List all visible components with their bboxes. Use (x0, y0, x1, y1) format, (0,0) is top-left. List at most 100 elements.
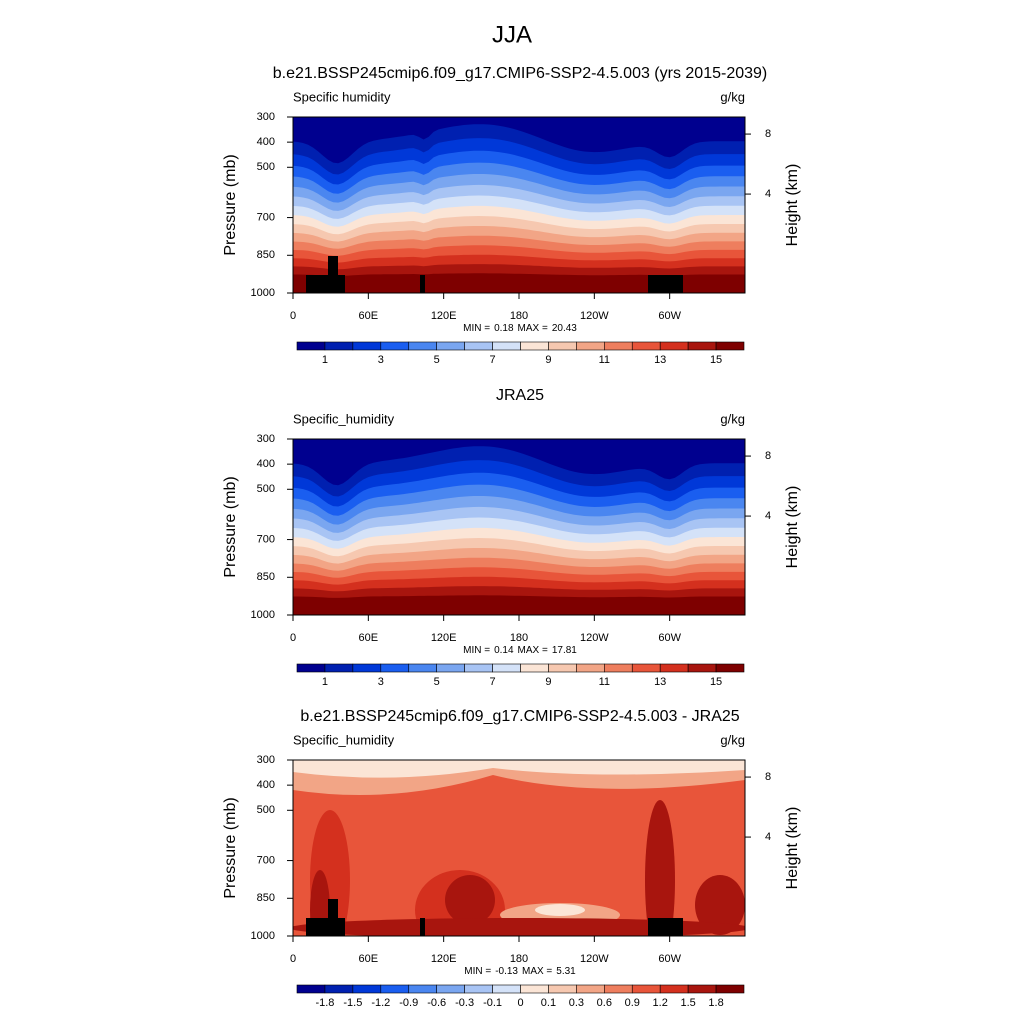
colorbar-label: 9 (545, 676, 551, 688)
colorbar-box (631, 341, 661, 351)
topography (306, 918, 345, 936)
left-string: Specific humidity (293, 89, 391, 104)
contour-band (535, 904, 585, 916)
colorbar-box (380, 984, 410, 994)
y-tick-label: 400 (257, 136, 275, 148)
colorbar-label: -1.5 (343, 997, 362, 1009)
colorbar-label: 1 (322, 676, 328, 688)
right-string: g/kg (720, 732, 745, 747)
topography (328, 899, 338, 918)
colorbar-box (687, 663, 717, 673)
colorbar-box (296, 663, 326, 673)
x-tick-label: 60E (359, 310, 379, 322)
colorbar-label: 1.2 (653, 997, 668, 1009)
colorbar-box (520, 984, 549, 994)
colorbar-box (436, 663, 465, 673)
y-tick-label: 400 (257, 458, 275, 470)
colorbar-box (715, 341, 745, 351)
colorbar-box (659, 663, 689, 673)
min-max-text: MIN = -0.13 MAX = 5.31 (464, 966, 576, 977)
x-tick-label: 60E (359, 953, 379, 965)
colorbar-box (520, 341, 549, 351)
max-value: 17.81 (552, 645, 577, 656)
colorbar-box (576, 663, 605, 673)
colorbar-label: 0.9 (625, 997, 640, 1009)
y-axis-label: Pressure (mb) (222, 476, 239, 577)
y-tick-label: 300 (257, 754, 275, 766)
colorbar-box (631, 984, 661, 994)
colorbar-box (604, 663, 633, 673)
x-tick-label: 120E (431, 953, 457, 965)
colorbar-label: -0.1 (483, 997, 502, 1009)
contour-band (293, 273, 745, 293)
x-tick-label: 120W (580, 953, 609, 965)
colorbar-label: -1.8 (315, 997, 334, 1009)
contour-field (293, 760, 745, 936)
x-tick-label: 120E (431, 632, 457, 644)
colorbar-box (296, 984, 326, 994)
x-tick-label: 60W (658, 953, 681, 965)
colorbar-box (576, 984, 605, 994)
min-max-text: MIN = 0.18 MAX = 20.43 (463, 323, 577, 334)
colorbar-box (520, 663, 549, 673)
colorbar-box (380, 341, 410, 351)
x-tick-label: 120W (580, 310, 609, 322)
topography (420, 918, 425, 936)
colorbar-box (659, 341, 689, 351)
y-tick-label: 1000 (251, 609, 275, 621)
contour-field (293, 117, 745, 293)
max-value: 20.43 (552, 323, 577, 334)
topography (648, 275, 683, 293)
y-tick-label: 500 (257, 161, 275, 173)
contour-band (293, 595, 745, 615)
page-title: JJA (492, 21, 532, 48)
colorbar-label: 5 (434, 354, 440, 366)
topography (420, 275, 425, 293)
colorbar-box (604, 341, 633, 351)
contour-field (293, 439, 745, 615)
colorbar-box (324, 341, 354, 351)
y-axis-label: Pressure (mb) (222, 154, 239, 255)
y-tick-label: 1000 (251, 287, 275, 299)
topography (328, 256, 338, 275)
contour-band (293, 760, 745, 778)
colorbar-box (352, 341, 382, 351)
x-tick-label: 180 (510, 632, 528, 644)
colorbar-box (352, 984, 382, 994)
y-tick-label: 400 (257, 779, 275, 791)
y-tick-label: 500 (257, 483, 275, 495)
colorbar-label: 11 (599, 676, 610, 688)
colorbar-label: -0.6 (427, 997, 446, 1009)
colorbar-label: 1 (322, 354, 328, 366)
min-label: MIN = (464, 966, 491, 977)
y2-tick-label: 4 (765, 510, 771, 522)
colorbar-box (380, 663, 410, 673)
colorbar-label: 15 (710, 354, 722, 366)
colorbar-label: 15 (710, 676, 722, 688)
colorbar-label: -0.3 (455, 997, 474, 1009)
colorbar-box (715, 984, 745, 994)
colorbar-box (464, 984, 493, 994)
colorbar-box (604, 984, 633, 994)
contour-band (310, 870, 330, 936)
y2-tick-label: 8 (765, 771, 771, 783)
colorbar-box (687, 984, 717, 994)
y-tick-label: 700 (257, 854, 275, 866)
min-value: 0.14 (494, 645, 514, 656)
colorbar-label: 5 (434, 676, 440, 688)
max-label: MAX = (518, 323, 548, 334)
colorbar-box (548, 663, 577, 673)
colorbar-label: 1.8 (708, 997, 723, 1009)
chart-title: b.e21.BSSP245cmip6.f09_g17.CMIP6-SSP2-4.… (300, 708, 739, 725)
x-tick-label: 120W (580, 632, 609, 644)
contour-band (645, 800, 675, 936)
colorbar-box (296, 341, 326, 351)
colorbar-box (548, 341, 577, 351)
right-string: g/kg (720, 411, 745, 426)
x-tick-label: 0 (290, 632, 296, 644)
y-tick-label: 850 (257, 892, 275, 904)
y2-axis-label: Height (km) (784, 164, 801, 247)
min-label: MIN = (463, 645, 490, 656)
colorbar-label: 0.3 (569, 997, 584, 1009)
y-tick-label: 300 (257, 111, 275, 123)
